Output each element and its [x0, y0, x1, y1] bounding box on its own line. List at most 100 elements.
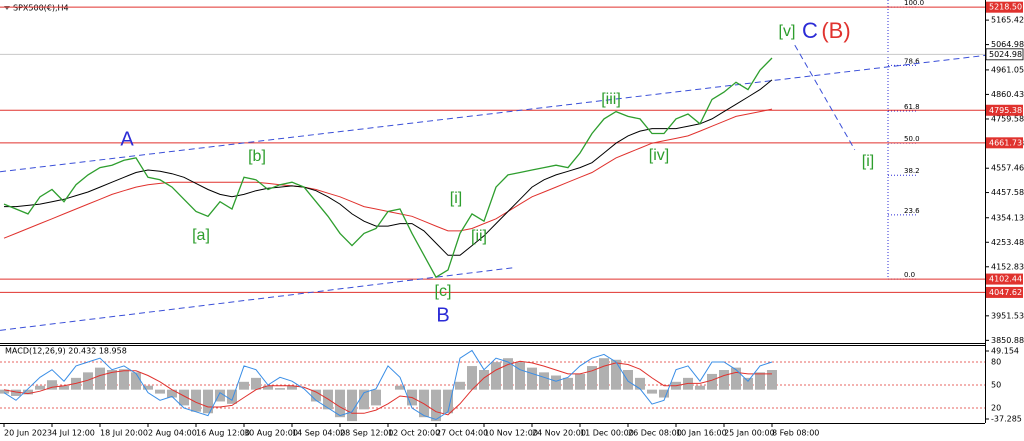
y-tick-label: 4152.83 [991, 262, 1024, 271]
macd-bar [167, 389, 177, 398]
macd-bar [635, 377, 645, 390]
wave-label: (B) [821, 18, 850, 43]
macd-bar [719, 370, 729, 390]
macd-bar [755, 372, 765, 390]
macd-bar [275, 388, 285, 390]
macd-bar [227, 389, 237, 404]
macd-bar [371, 389, 381, 406]
macd-bar [479, 370, 489, 390]
wave-label: [c] [435, 283, 452, 300]
wave-label: [iii] [601, 91, 621, 108]
trendline [0, 266, 516, 331]
indicator-line [3, 349, 773, 421]
macd-bar [767, 370, 777, 390]
wave-label: B [436, 304, 449, 326]
moving-average [4, 79, 773, 256]
wave-label: [i] [450, 190, 462, 207]
current-price-box [985, 48, 1024, 61]
macd-bar [95, 367, 105, 390]
wave-label: A [120, 128, 134, 150]
macd-bar [467, 366, 477, 390]
current-price-label: 5024.98 [989, 50, 1022, 59]
x-tick-label: 24 Nov 20:00 [532, 429, 586, 438]
macd-bar [503, 358, 513, 390]
level-label-box [986, 104, 1023, 116]
macd-bar [11, 389, 21, 396]
macd-bar [119, 369, 129, 390]
macd-bar [659, 389, 669, 398]
level-label-box [986, 1, 1023, 13]
y2-tick-label: 80 [991, 358, 1001, 367]
level-label-box [986, 137, 1023, 149]
x-tick-label: 18 Jul 20:00 [100, 429, 148, 438]
y-tick-label: 3850.88 [991, 336, 1024, 345]
macd-bar [191, 389, 201, 412]
macd-bar [215, 389, 225, 402]
macd-bar [611, 359, 621, 390]
y-tick-label: 4759.58 [991, 114, 1024, 123]
macd-bar [107, 370, 117, 390]
macd-bar [59, 385, 69, 390]
macd-bar [695, 385, 705, 390]
macd-bar [311, 389, 321, 402]
macd-bar [647, 389, 657, 394]
y-tick-label: 4557.46 [991, 164, 1024, 173]
macd-bar [527, 367, 537, 390]
chart-title: SPX500(€),H4 [13, 4, 69, 13]
y2-tick-label: 50 [991, 381, 1001, 390]
macd-bar [335, 389, 345, 418]
level-label: 4102.44 [989, 275, 1022, 284]
fib-label: 100.0 [904, 0, 924, 7]
macd-bar [263, 385, 273, 390]
macd-bar [551, 375, 561, 390]
x-tick-label: 10 Nov 12:00 [484, 429, 538, 438]
wave-label: [i] [862, 153, 874, 170]
macd-bar [131, 372, 141, 390]
macd-bar [539, 372, 549, 390]
x-tick-label: 16 Aug 12:00 [196, 429, 250, 438]
trendline [0, 54, 985, 173]
wave-label: [v] [779, 23, 796, 40]
macd-bar [83, 372, 93, 390]
macd-bar [179, 389, 189, 406]
x-tick-label: 2 Aug 04:00 [148, 429, 197, 438]
fib-label: 50.0 [904, 135, 920, 143]
macd-bar [599, 358, 609, 390]
macd-bar [491, 362, 501, 390]
macd-bar [23, 389, 33, 395]
price-line [3, 57, 773, 279]
macd-bar [287, 385, 297, 390]
macd-bar [455, 381, 465, 390]
y-tick-label: 5064.98 [991, 40, 1024, 49]
y-tick-label: 4354.13 [991, 213, 1024, 222]
y-tick-label: 4860.43 [991, 90, 1024, 99]
macd-bar [251, 377, 261, 390]
macd-bar [563, 377, 573, 390]
x-tick-label: 10 Jan 16:00 [676, 429, 727, 438]
y-tick-label: 3951.53 [991, 311, 1024, 320]
x-tick-label: 20 Jun 2023 [4, 429, 52, 438]
macd-bar [731, 367, 741, 390]
macd-bar [623, 370, 633, 390]
level-label-box [986, 286, 1023, 298]
x-tick-label: 14 Sep 04:00 [292, 429, 345, 438]
y-tick-label: 5165.42 [991, 16, 1024, 25]
level-label-box [986, 273, 1023, 285]
wave-label: [iv] [649, 147, 669, 164]
fib-label: 61.8 [904, 103, 920, 111]
indicator-title: MACD(12,26,9) 20.432 18.958 [5, 347, 127, 356]
macd-bar [575, 373, 585, 390]
level-label: 5218.50 [989, 3, 1022, 12]
y-tick-label: 4253.48 [991, 238, 1024, 247]
trendline [794, 44, 856, 151]
macd-bar [743, 377, 753, 390]
x-tick-label: 4 Jul 12:00 [52, 429, 95, 438]
y-tick-label: 4961.05 [991, 65, 1024, 74]
macd-bar [347, 389, 357, 422]
wave-label: C [802, 18, 818, 43]
fib-label: 0.0 [904, 271, 915, 279]
x-tick-label: 30 Aug 20:00 [244, 429, 298, 438]
y-tick-label: 4457.58 [991, 188, 1024, 197]
